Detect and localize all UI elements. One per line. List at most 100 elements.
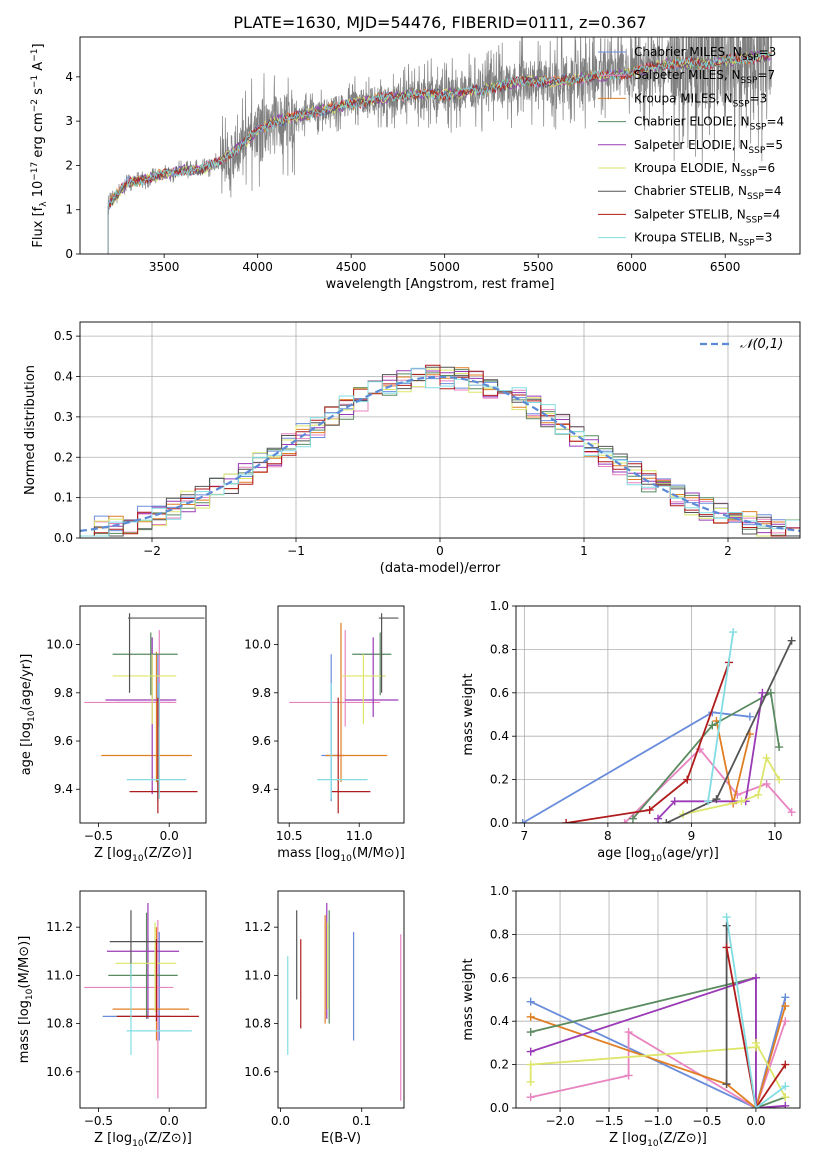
errorbars [289,613,399,814]
y-tick-label: 0.4 [54,370,73,384]
spectrum-legend: Chabrier MILES, NSSP=3 Salpeter MILES, NS… [598,45,784,249]
x-axis-label: Z [log10(Z/Z⊙)] [94,1131,192,1149]
legend-label: 𝒩(0,1) [740,337,783,352]
x-tick-label: 3500 [149,260,180,274]
y-tick-label: 11.2 [244,920,271,934]
legend-label: Kroupa MILES, NSSP=3 [634,91,767,109]
weight-point-marker [662,819,671,823]
errorbar-point [112,632,178,696]
plot-frame [277,890,405,1109]
spectrum-panel: 3500 4000 4500 5000 5500 6000 6500 0 1 2 3 4 Chabrie… [30,36,801,292]
weight-point-marker [526,1060,535,1069]
x-axis-label: Z [log10(Z/Z⊙)] [94,846,192,864]
y-tick-label: 0.1 [54,491,73,505]
errorbar-point [345,637,399,717]
y-axis-label: mass [log10(M/M⊙)] [17,936,35,1064]
y-tick-label: 1.0 [490,884,509,898]
legend-label: Salpeter STELIB, NSSP=4 [634,207,780,225]
x-axis-label: Z [log10(Z/Z⊙)] [609,1131,707,1149]
weight-point-marker [762,753,771,762]
y-axis-label: age [log10(age/yr)] [19,654,37,776]
weight-point-marker [766,688,775,697]
errorbar-point [129,697,198,814]
legend-label: Chabrier ELODIE, NSSP=4 [634,115,784,133]
weight-point-marker [781,1093,790,1102]
weight-point-marker [775,775,784,784]
x-tick-label: −1.5 [594,1114,623,1128]
y-tick-label: 10.8 [244,1017,271,1031]
weight-point-marker [722,913,731,922]
x-tick-label: 8 [604,829,612,843]
plots-layer: 3500 4000 4500 5000 5500 6000 6500 0 1 2 3 4 Chabrie… [17,36,801,1149]
y-tick-label: 9.4 [252,782,271,796]
y-axis-label: mass weight [461,673,476,755]
weight-point-marker [670,797,679,806]
y-tick-label: 0.2 [490,773,509,787]
weight-lines [526,913,790,1108]
weight-point-marker [781,1002,790,1011]
weight-lines [518,628,796,823]
spectrum-data [107,37,772,254]
y-axis-label: Normed distribution [23,365,38,495]
y-tick-label: 0.2 [54,450,73,464]
errorbar-point [342,654,386,725]
errorbar-point [101,651,192,783]
x-tick-label: 0.1 [352,1114,371,1128]
legend-label: Kroupa ELODIE, NSSP=6 [634,161,775,179]
y-tick-label: 2 [65,158,73,172]
x-tick-label: −2 [143,544,161,558]
y-tick-label: 9.8 [54,686,73,700]
weight_vs_z-panel: −2.0 −1.5 −1.0 −0.5 0.0 0.0 0.2 0.4 0.6 0.8 1.0 Z [… [461,884,801,1149]
weight-point-marker [751,1104,760,1108]
y-tick-label: 0 [65,247,73,261]
weight-point-marker [781,1101,790,1108]
weight-series-line [725,947,787,1108]
plot-frame [79,321,801,539]
gaussian-curve [80,375,800,532]
weight-point-marker [526,997,535,1006]
weight-point-marker [751,1038,760,1047]
weight-point-marker [729,628,738,637]
plot-frame [515,890,801,1109]
plot-frame [79,605,207,824]
x-tick-label: 4000 [242,260,273,274]
y-tick-label: 9.8 [252,686,271,700]
x-axis-label: E(B-V) [321,1131,361,1146]
y-tick-label: 0.4 [490,1014,509,1028]
weight-point-marker [722,921,731,930]
y-tick-label: 10.6 [244,1065,271,1079]
errorbar-point [126,683,187,799]
x-tick-label: −0.5 [692,1114,721,1128]
y-axis-label: Flux [fλ 10−17 erg cm−2 s−1 A−1] [30,43,49,247]
mass_vs_z-panel: −0.5 0.0 10.6 10.8 11.0 11.2 Z [log10(Z/Z⊙)] ma… [17,890,207,1149]
legend-label: Salpeter MILES, NSSP=7 [634,68,775,86]
age_vs_mass-panel: 10.5 11.0 9.4 9.6 9.8 10.0 mass [log10(M/M⊙)] [244,605,405,864]
x-axis-label: wavelength [Angstrom, rest frame] [326,277,555,292]
x-tick-label: 10.5 [276,829,303,843]
x-tick-label: −2.0 [545,1114,574,1128]
legend-label: Chabrier STELIB, NSSP=4 [634,184,782,202]
weight-point-marker [781,993,790,1002]
errorbar-point [378,613,399,693]
y-tick-label: 0.0 [490,816,509,830]
errorbar-point [325,622,388,783]
weight-point-marker [526,1012,535,1021]
residuals-panel: −2 −1 0 1 2 0.0 0.1 0.2 0.3 0.4 0.5 𝒩(0,1) (data-mod… [23,321,801,576]
weight-series-line [530,997,787,1108]
y-tick-label: 0.2 [490,1058,509,1072]
x-tick-label: 5000 [429,260,460,274]
y-tick-label: 10.6 [46,1065,73,1079]
x-tick-label: 1 [580,544,588,558]
errorbar-point [128,613,205,693]
weight-point-marker [758,688,767,697]
weight-point-marker [654,814,662,823]
observed-spectrum-line [107,37,772,216]
y-tick-label: 0.0 [490,1101,509,1115]
x-tick-label: 0.0 [271,1114,290,1128]
weight-point-marker [722,1080,731,1089]
y-tick-label: 0.3 [54,410,73,424]
weight-point-marker [722,943,731,952]
y-tick-label: 10.8 [46,1017,73,1031]
y-tick-label: 0.5 [54,329,73,343]
weight-point-marker [624,1028,633,1037]
